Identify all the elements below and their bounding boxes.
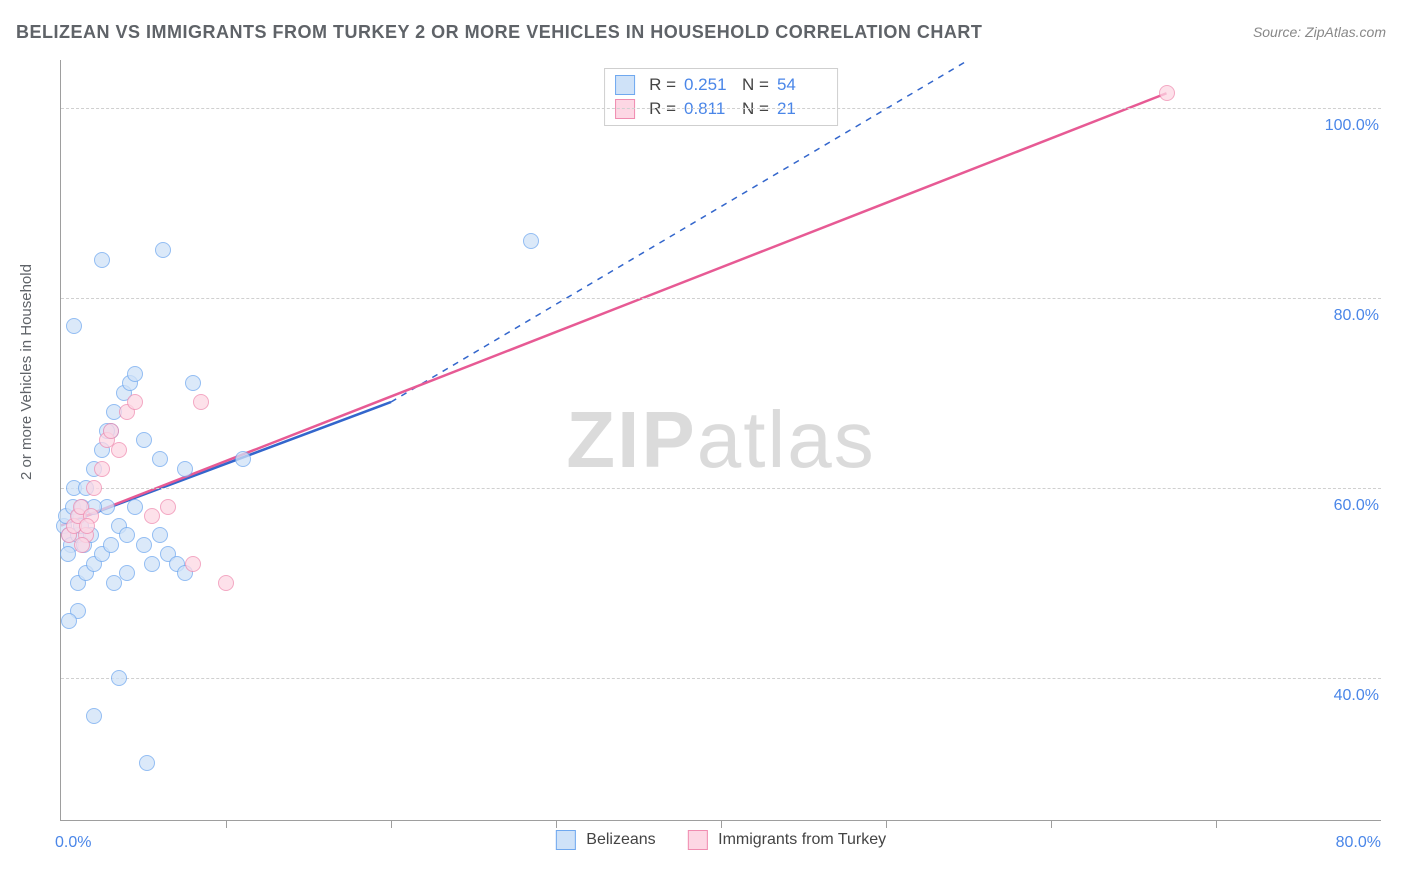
scatter-point: [185, 375, 201, 391]
scatter-point: [127, 394, 143, 410]
watermark-zip: ZIP: [566, 395, 696, 484]
scatter-point: [144, 508, 160, 524]
scatter-point: [177, 461, 193, 477]
scatter-point: [193, 394, 209, 410]
gridline: [61, 298, 1381, 299]
xtick: [391, 820, 392, 828]
watermark-atlas: atlas: [697, 395, 876, 484]
n-value: 21: [777, 99, 827, 119]
legend-label-belizeans: Belizeans: [586, 831, 655, 848]
scatter-point: [60, 546, 76, 562]
scatter-point: [86, 480, 102, 496]
xtick: [721, 820, 722, 828]
scatter-point: [119, 527, 135, 543]
xtick: [556, 820, 557, 828]
scatter-point: [61, 613, 77, 629]
scatter-point: [94, 461, 110, 477]
chart-container: BELIZEAN VS IMMIGRANTS FROM TURKEY 2 OR …: [0, 0, 1406, 892]
scatter-point: [103, 423, 119, 439]
r-label: R =: [649, 99, 676, 119]
scatter-point: [79, 518, 95, 534]
gridline: [61, 488, 1381, 489]
r-value: 0.811: [684, 99, 734, 119]
scatter-point: [235, 451, 251, 467]
gridline: [61, 678, 1381, 679]
n-label: N =: [742, 75, 769, 95]
stats-row-turkey: R = 0.811 N = 21: [615, 97, 827, 121]
scatter-point: [218, 575, 234, 591]
ytick-label: 40.0%: [1330, 687, 1383, 705]
x-origin-label: 0.0%: [55, 834, 91, 852]
scatter-point: [119, 565, 135, 581]
legend-item-belizeans: Belizeans: [556, 830, 656, 850]
scatter-point: [103, 537, 119, 553]
legend-swatch-belizeans: [556, 830, 576, 850]
scatter-point: [185, 556, 201, 572]
regression-lines: [61, 60, 1381, 820]
xtick: [226, 820, 227, 828]
legend-swatch-turkey: [688, 830, 708, 850]
gridline: [61, 108, 1381, 109]
legend: Belizeans Immigrants from Turkey: [556, 830, 886, 850]
scatter-point: [1159, 85, 1175, 101]
scatter-point: [155, 242, 171, 258]
scatter-point: [152, 527, 168, 543]
legend-label-turkey: Immigrants from Turkey: [718, 831, 886, 848]
scatter-point: [86, 708, 102, 724]
source-label: Source: ZipAtlas.com: [1253, 24, 1386, 40]
scatter-point: [111, 442, 127, 458]
n-value: 54: [777, 75, 827, 95]
scatter-point: [523, 233, 539, 249]
scatter-point: [136, 537, 152, 553]
n-label: N =: [742, 99, 769, 119]
legend-item-turkey: Immigrants from Turkey: [688, 830, 886, 850]
r-label: R =: [649, 75, 676, 95]
scatter-point: [127, 366, 143, 382]
ytick-label: 60.0%: [1330, 497, 1383, 515]
scatter-point: [127, 499, 143, 515]
scatter-point: [136, 432, 152, 448]
scatter-point: [160, 499, 176, 515]
chart-title: BELIZEAN VS IMMIGRANTS FROM TURKEY 2 OR …: [16, 22, 982, 43]
x-end-label: 80.0%: [1336, 834, 1381, 852]
swatch-belizeans: [615, 75, 635, 95]
plot-area: ZIPatlas R = 0.251 N = 54 R = 0.811 N = …: [60, 60, 1381, 821]
scatter-point: [139, 755, 155, 771]
stats-box: R = 0.251 N = 54 R = 0.811 N = 21: [604, 68, 838, 126]
y-axis-label: 2 or more Vehicles in Household: [18, 264, 35, 480]
xtick: [886, 820, 887, 828]
stats-row-belizeans: R = 0.251 N = 54: [615, 73, 827, 97]
scatter-point: [111, 670, 127, 686]
watermark: ZIPatlas: [566, 394, 875, 486]
r-value: 0.251: [684, 75, 734, 95]
scatter-point: [144, 556, 160, 572]
xtick: [1051, 820, 1052, 828]
ytick-label: 100.0%: [1321, 117, 1383, 135]
ytick-label: 80.0%: [1330, 307, 1383, 325]
scatter-point: [66, 318, 82, 334]
xtick: [1216, 820, 1217, 828]
swatch-turkey: [615, 99, 635, 119]
scatter-point: [94, 252, 110, 268]
scatter-point: [152, 451, 168, 467]
scatter-point: [74, 537, 90, 553]
